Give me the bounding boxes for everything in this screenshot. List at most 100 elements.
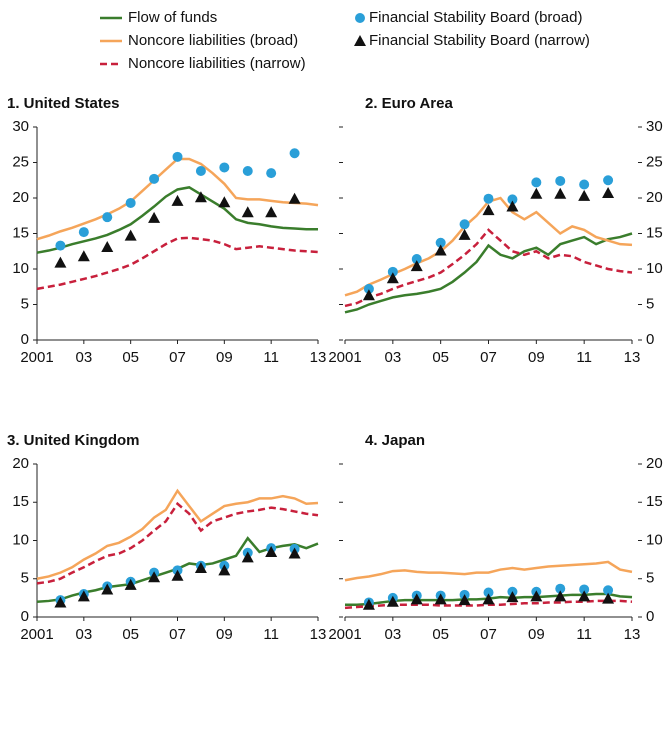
dot-marker bbox=[603, 175, 614, 186]
triangle-marker bbox=[218, 196, 231, 208]
dot-marker bbox=[266, 168, 277, 179]
y-tick-label: 20 bbox=[12, 189, 29, 206]
x-tick-label: 13 bbox=[624, 349, 641, 366]
triangle-marker bbox=[148, 211, 161, 223]
dot-marker bbox=[219, 162, 230, 173]
legend-label: Financial Stability Board (broad) bbox=[369, 9, 582, 26]
triangle-marker bbox=[77, 590, 90, 602]
y-tick-label: 10 bbox=[646, 531, 663, 548]
series-line bbox=[344, 232, 633, 314]
triangle-marker bbox=[241, 551, 254, 563]
panel-title: 1. United States bbox=[7, 95, 120, 112]
x-tick-label: 11 bbox=[263, 626, 279, 643]
dot-marker bbox=[172, 151, 183, 162]
triangle-marker bbox=[578, 189, 591, 201]
x-tick-label: 13 bbox=[624, 626, 641, 643]
x-tick-label: 03 bbox=[384, 349, 401, 366]
x-tick-label: 05 bbox=[432, 626, 449, 643]
triangle-marker bbox=[288, 547, 301, 559]
triangle-marker bbox=[386, 595, 399, 607]
triangle-marker bbox=[458, 228, 471, 240]
series-line bbox=[36, 186, 318, 254]
x-tick-label: 07 bbox=[169, 626, 186, 643]
triangle-marker bbox=[362, 289, 375, 301]
panel-title: 2. Euro Area bbox=[365, 95, 453, 112]
series-line bbox=[344, 560, 633, 582]
y-tick-label: 20 bbox=[646, 455, 663, 472]
dot-marker bbox=[483, 193, 494, 204]
dot-marker bbox=[125, 197, 136, 208]
y-tick-label: 0 bbox=[21, 608, 29, 625]
y-tick-label: 5 bbox=[646, 570, 654, 587]
x-tick-label: 07 bbox=[480, 349, 497, 366]
triangle-marker bbox=[554, 187, 567, 199]
triangle-marker bbox=[171, 194, 184, 206]
triangle-marker bbox=[410, 593, 423, 605]
triangle-marker bbox=[578, 590, 591, 602]
x-tick-label: 2001 bbox=[328, 626, 361, 643]
triangle-marker bbox=[54, 596, 67, 608]
x-tick-label: 03 bbox=[384, 626, 401, 643]
dot-marker bbox=[78, 227, 89, 238]
triangle-marker bbox=[288, 192, 301, 204]
triangle-marker bbox=[148, 571, 161, 583]
legend-label: Noncore liabilities (narrow) bbox=[128, 55, 306, 72]
x-tick-label: 2001 bbox=[20, 349, 53, 366]
y-tick-label: 5 bbox=[21, 295, 29, 312]
y-tick-label: 25 bbox=[646, 153, 663, 170]
triangle-marker bbox=[171, 569, 184, 581]
y-tick-label: 15 bbox=[646, 224, 663, 241]
y-tick-label: 0 bbox=[21, 331, 29, 348]
dot-marker bbox=[149, 173, 160, 184]
triangle-marker bbox=[482, 593, 495, 605]
y-tick-label: 0 bbox=[646, 331, 654, 348]
panel-title: 3. United Kingdom bbox=[7, 432, 140, 449]
y-tick-label: 0 bbox=[646, 608, 654, 625]
x-tick-label: 07 bbox=[169, 349, 186, 366]
x-tick-label: 09 bbox=[216, 626, 233, 643]
dot-marker bbox=[387, 266, 398, 277]
triangle-marker bbox=[410, 260, 423, 272]
triangle-marker bbox=[482, 204, 495, 216]
triangle-marker bbox=[124, 229, 137, 241]
triangle-marker bbox=[124, 578, 137, 590]
y-tick-label: 15 bbox=[12, 493, 29, 510]
x-tick-label: 11 bbox=[263, 349, 279, 366]
x-tick-label: 05 bbox=[122, 349, 139, 366]
y-tick-label: 15 bbox=[12, 224, 29, 241]
y-tick-label: 25 bbox=[12, 153, 29, 170]
x-tick-label: 03 bbox=[75, 626, 92, 643]
triangle-marker bbox=[241, 206, 254, 218]
dot-marker bbox=[555, 583, 566, 594]
dot-marker bbox=[102, 212, 113, 223]
legend-label: Noncore liabilities (broad) bbox=[128, 32, 298, 49]
y-tick-label: 30 bbox=[646, 118, 663, 135]
triangle-marker bbox=[101, 240, 114, 252]
dot-marker bbox=[289, 148, 300, 159]
triangle-marker bbox=[434, 593, 447, 605]
legend-label: Flow of funds bbox=[128, 9, 217, 26]
dot-marker bbox=[459, 219, 470, 230]
y-tick-label: 10 bbox=[12, 531, 29, 548]
triangle-marker bbox=[265, 206, 278, 218]
triangle-marker bbox=[194, 562, 207, 574]
triangle-marker bbox=[354, 35, 366, 46]
dot-marker bbox=[435, 237, 446, 248]
triangle-marker bbox=[77, 250, 90, 262]
x-tick-label: 05 bbox=[122, 626, 139, 643]
x-tick-label: 13 bbox=[310, 626, 327, 643]
triangle-marker bbox=[218, 564, 231, 576]
y-tick-label: 5 bbox=[21, 570, 29, 587]
triangle-marker bbox=[602, 592, 615, 604]
legend-label: Financial Stability Board (narrow) bbox=[369, 32, 590, 49]
triangle-marker bbox=[194, 191, 207, 203]
y-tick-label: 5 bbox=[646, 295, 654, 312]
x-tick-label: 2001 bbox=[328, 349, 361, 366]
triangle-marker bbox=[386, 272, 399, 284]
y-tick-label: 15 bbox=[646, 493, 663, 510]
dot-marker bbox=[579, 179, 590, 190]
x-tick-label: 09 bbox=[528, 626, 545, 643]
x-tick-label: 09 bbox=[528, 349, 545, 366]
x-tick-label: 11 bbox=[576, 626, 592, 643]
